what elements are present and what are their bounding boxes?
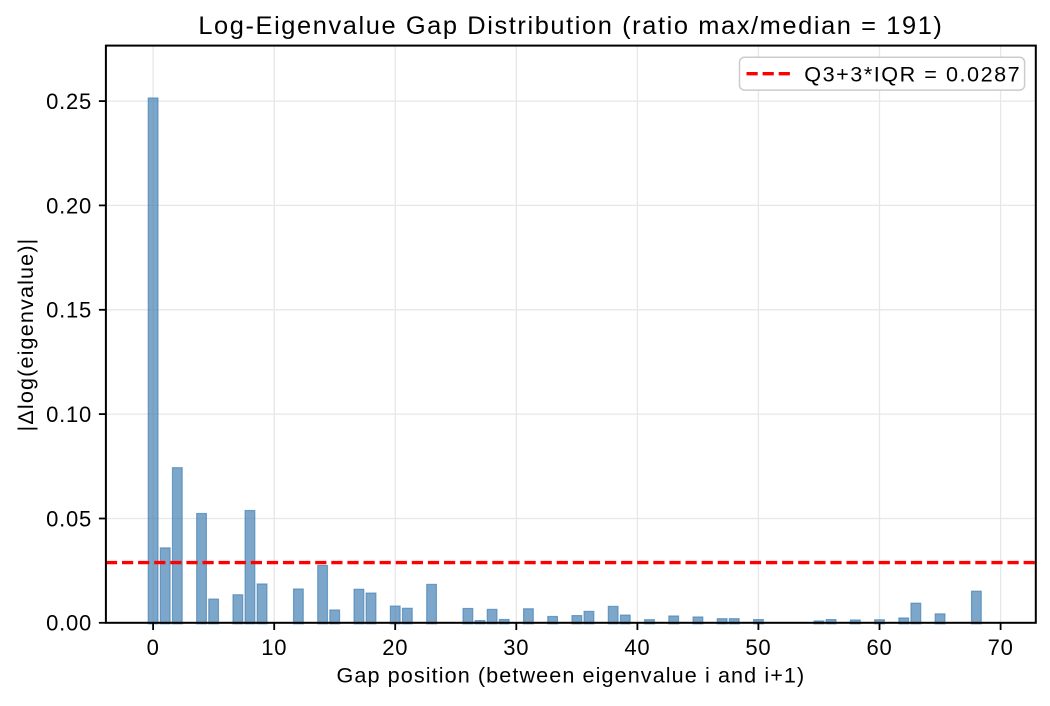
svg-text:Log-Eigenvalue Gap Distributio: Log-Eigenvalue Gap Distribution (ratio m… — [198, 12, 943, 40]
svg-text:0.00: 0.00 — [46, 611, 92, 636]
svg-text:30: 30 — [503, 635, 529, 660]
svg-text:0: 0 — [147, 635, 160, 660]
svg-text:60: 60 — [867, 635, 893, 660]
svg-text:20: 20 — [382, 635, 408, 660]
svg-text:Q3+3*IQR = 0.0287: Q3+3*IQR = 0.0287 — [804, 61, 1021, 86]
svg-text:0.05: 0.05 — [46, 506, 92, 531]
svg-text:0.20: 0.20 — [46, 193, 92, 218]
svg-text:0.15: 0.15 — [46, 298, 92, 323]
svg-text:|Δlog(eigenvalue)|: |Δlog(eigenvalue)| — [13, 238, 38, 432]
svg-text:50: 50 — [745, 635, 771, 660]
svg-text:70: 70 — [988, 635, 1014, 660]
svg-text:10: 10 — [261, 635, 287, 660]
svg-text:40: 40 — [624, 635, 650, 660]
svg-text:Gap position (between eigenval: Gap position (between eigenvalue i and i… — [336, 663, 805, 688]
svg-text:0.25: 0.25 — [46, 89, 92, 114]
svg-text:0.10: 0.10 — [46, 402, 92, 427]
